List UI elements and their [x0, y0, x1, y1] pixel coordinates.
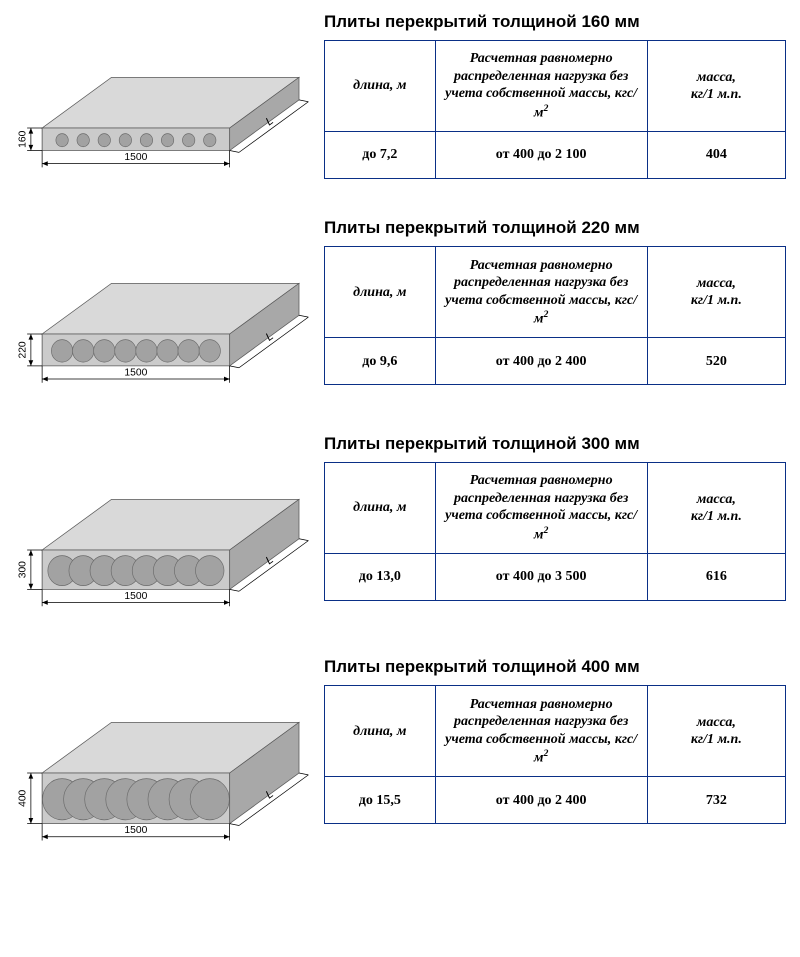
- value-length: до 7,2: [325, 132, 436, 179]
- svg-text:1500: 1500: [124, 152, 147, 163]
- diagram-column: 1500 300 L: [14, 434, 324, 621]
- slab-diagram: 1500 220 L: [14, 244, 314, 398]
- header-mass: масса,кг/1 м.п.: [647, 463, 785, 554]
- diagram-column: 1500 160 L: [14, 12, 324, 182]
- slab-section: 1500 220 L Плиты перекрытий толщиной 220…: [14, 218, 786, 398]
- header-load: Расчетная равномерно распределенная нагр…: [435, 247, 647, 338]
- svg-text:400: 400: [17, 790, 28, 807]
- value-mass: 616: [647, 554, 785, 601]
- slab-table: длина, м Расчетная равномерно распределе…: [324, 685, 786, 824]
- table-value-row: до 7,2 от 400 до 2 100 404: [325, 132, 786, 179]
- header-length: длина, м: [325, 463, 436, 554]
- table-column: Плиты перекрытий толщиной 400 мм длина, …: [324, 657, 786, 824]
- table-value-row: до 13,0 от 400 до 3 500 616: [325, 554, 786, 601]
- value-mass: 732: [647, 777, 785, 824]
- table-header-row: длина, м Расчетная равномерно распределе…: [325, 247, 786, 338]
- value-load: от 400 до 3 500: [435, 554, 647, 601]
- header-mass: масса,кг/1 м.п.: [647, 686, 785, 777]
- section-title: Плиты перекрытий толщиной 220 мм: [324, 218, 786, 238]
- svg-text:1500: 1500: [124, 825, 147, 836]
- header-load: Расчетная равномерно распределенная нагр…: [435, 463, 647, 554]
- slab-table: длина, м Расчетная равномерно распределе…: [324, 40, 786, 179]
- table-header-row: длина, м Расчетная равномерно распределе…: [325, 686, 786, 777]
- header-load: Расчетная равномерно распределенная нагр…: [435, 41, 647, 132]
- svg-text:1500: 1500: [124, 591, 147, 602]
- slab-table: длина, м Расчетная равномерно распределе…: [324, 462, 786, 601]
- table-column: Плиты перекрытий толщиной 220 мм длина, …: [324, 218, 786, 385]
- slab-diagram: 1500 400 L: [14, 683, 314, 856]
- header-length: длина, м: [325, 686, 436, 777]
- section-title: Плиты перекрытий толщиной 160 мм: [324, 12, 786, 32]
- svg-text:220: 220: [17, 341, 28, 358]
- section-title: Плиты перекрытий толщиной 400 мм: [324, 657, 786, 677]
- table-value-row: до 15,5 от 400 до 2 400 732: [325, 777, 786, 824]
- value-mass: 404: [647, 132, 785, 179]
- value-length: до 15,5: [325, 777, 436, 824]
- svg-text:1500: 1500: [124, 368, 147, 379]
- section-title: Плиты перекрытий толщиной 300 мм: [324, 434, 786, 454]
- header-length: длина, м: [325, 247, 436, 338]
- slab-diagram: 1500 160 L: [14, 38, 314, 182]
- value-load: от 400 до 2 100: [435, 132, 647, 179]
- header-mass: масса,кг/1 м.п.: [647, 247, 785, 338]
- slab-table: длина, м Расчетная равномерно распределе…: [324, 246, 786, 385]
- value-length: до 9,6: [325, 338, 436, 385]
- diagram-column: 1500 400 L: [14, 657, 324, 856]
- value-length: до 13,0: [325, 554, 436, 601]
- table-value-row: до 9,6 от 400 до 2 400 520: [325, 338, 786, 385]
- slab-section: 1500 300 L Плиты перекрытий толщиной 300…: [14, 434, 786, 621]
- header-load: Расчетная равномерно распределенная нагр…: [435, 686, 647, 777]
- slab-diagram: 1500 300 L: [14, 460, 314, 621]
- table-header-row: длина, м Расчетная равномерно распределе…: [325, 463, 786, 554]
- slab-section: 1500 400 L Плиты перекрытий толщиной 400…: [14, 657, 786, 856]
- table-header-row: длина, м Расчетная равномерно распределе…: [325, 41, 786, 132]
- header-mass: масса,кг/1 м.п.: [647, 41, 785, 132]
- value-load: от 400 до 2 400: [435, 777, 647, 824]
- slab-section: 1500 160 L Плиты перекрытий толщиной 160…: [14, 12, 786, 182]
- table-column: Плиты перекрытий толщиной 160 мм длина, …: [324, 12, 786, 179]
- value-mass: 520: [647, 338, 785, 385]
- table-column: Плиты перекрытий толщиной 300 мм длина, …: [324, 434, 786, 601]
- svg-text:160: 160: [17, 130, 28, 147]
- svg-text:300: 300: [17, 561, 28, 578]
- value-load: от 400 до 2 400: [435, 338, 647, 385]
- header-length: длина, м: [325, 41, 436, 132]
- diagram-column: 1500 220 L: [14, 218, 324, 398]
